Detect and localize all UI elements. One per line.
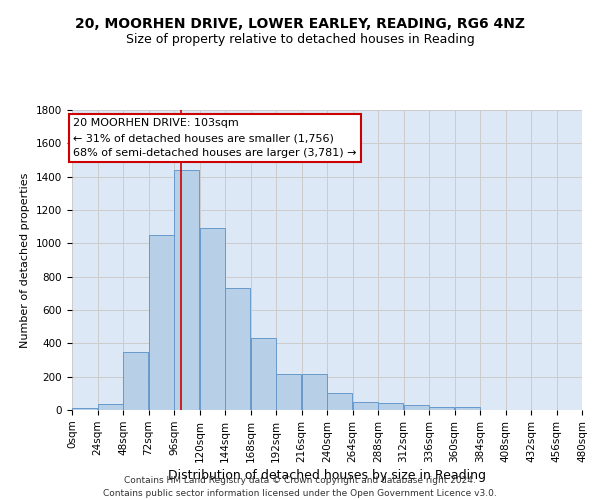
Bar — [72, 408, 97, 410]
Text: 20 MOORHEN DRIVE: 103sqm
← 31% of detached houses are smaller (1,756)
68% of sem: 20 MOORHEN DRIVE: 103sqm ← 31% of detach… — [73, 118, 356, 158]
Bar — [149, 235, 174, 410]
Y-axis label: Number of detached properties: Number of detached properties — [20, 172, 31, 348]
Bar — [225, 288, 250, 410]
Bar — [353, 402, 378, 410]
Bar — [302, 374, 327, 410]
Text: Contains HM Land Registry data © Crown copyright and database right 2024.
Contai: Contains HM Land Registry data © Crown c… — [103, 476, 497, 498]
Bar — [200, 228, 225, 410]
Bar — [327, 394, 352, 410]
Text: Size of property relative to detached houses in Reading: Size of property relative to detached ho… — [125, 32, 475, 46]
Bar — [404, 405, 429, 410]
Text: 20, MOORHEN DRIVE, LOWER EARLEY, READING, RG6 4NZ: 20, MOORHEN DRIVE, LOWER EARLEY, READING… — [75, 18, 525, 32]
Bar — [251, 338, 276, 410]
Bar — [429, 406, 454, 410]
X-axis label: Distribution of detached houses by size in Reading: Distribution of detached houses by size … — [168, 469, 486, 482]
Bar — [174, 170, 199, 410]
Bar — [378, 404, 403, 410]
Bar — [98, 404, 123, 410]
Bar — [123, 352, 148, 410]
Bar — [276, 374, 301, 410]
Bar — [455, 406, 480, 410]
